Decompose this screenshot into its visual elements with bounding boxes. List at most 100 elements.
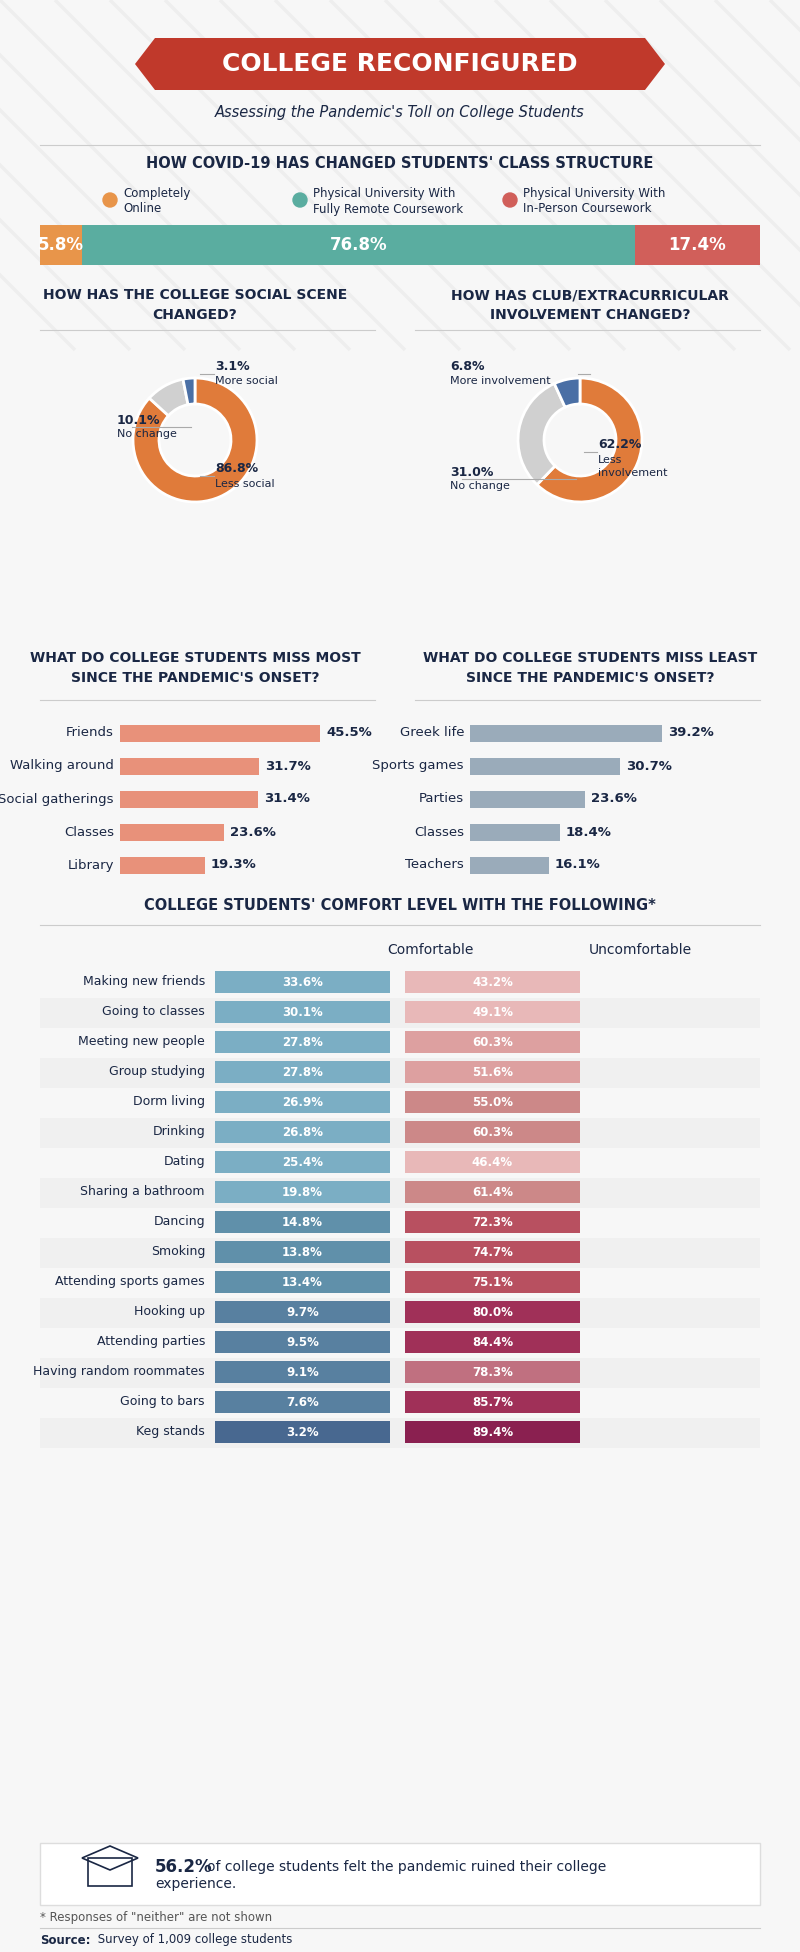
Text: Survey of 1,009 college students: Survey of 1,009 college students <box>94 1934 292 1946</box>
Bar <box>120 791 258 808</box>
Bar <box>405 1331 580 1353</box>
Bar <box>470 857 549 874</box>
Text: experience.: experience. <box>155 1878 236 1891</box>
Text: Teachers: Teachers <box>406 859 464 871</box>
Text: involvement: involvement <box>598 468 667 478</box>
Text: Comfortable: Comfortable <box>387 943 473 956</box>
Text: In-Person Coursework: In-Person Coursework <box>523 203 651 215</box>
Bar <box>40 1238 760 1269</box>
Text: Sharing a bathroom: Sharing a bathroom <box>81 1185 205 1199</box>
Bar <box>120 757 259 775</box>
Text: 16.1%: 16.1% <box>554 859 601 871</box>
Text: Attending parties: Attending parties <box>97 1335 205 1349</box>
Text: 49.1%: 49.1% <box>472 1005 513 1019</box>
Bar <box>405 1091 580 1113</box>
Circle shape <box>503 193 517 207</box>
Text: Less: Less <box>598 455 622 465</box>
Bar <box>405 1421 580 1443</box>
Text: COLLEGE STUDENTS' COMFORT LEVEL WITH THE FOLLOWING*: COLLEGE STUDENTS' COMFORT LEVEL WITH THE… <box>144 898 656 912</box>
Bar <box>215 1392 390 1413</box>
Text: Group studying: Group studying <box>109 1066 205 1079</box>
Text: 43.2%: 43.2% <box>472 976 513 988</box>
Text: Dorm living: Dorm living <box>133 1095 205 1109</box>
Bar <box>40 224 82 265</box>
Text: Physical University With: Physical University With <box>313 187 455 201</box>
Text: 14.8%: 14.8% <box>282 1216 323 1228</box>
Bar <box>215 1001 390 1023</box>
Bar <box>40 1417 760 1448</box>
Text: 46.4%: 46.4% <box>472 1156 513 1169</box>
Text: Classes: Classes <box>64 826 114 839</box>
Wedge shape <box>554 379 580 408</box>
Text: HOW HAS CLUB/EXTRACURRICULAR
INVOLVEMENT CHANGED?: HOW HAS CLUB/EXTRACURRICULAR INVOLVEMENT… <box>451 289 729 322</box>
Bar <box>634 224 760 265</box>
Text: More involvement: More involvement <box>450 377 550 386</box>
Text: 85.7%: 85.7% <box>472 1396 513 1409</box>
Text: 60.3%: 60.3% <box>472 1035 513 1048</box>
Bar <box>405 1062 580 1083</box>
Text: of college students felt the pandemic ruined their college: of college students felt the pandemic ru… <box>207 1860 606 1874</box>
Text: Keg stands: Keg stands <box>136 1425 205 1439</box>
Text: WHAT DO COLLEGE STUDENTS MISS LEAST
SINCE THE PANDEMIC'S ONSET?: WHAT DO COLLEGE STUDENTS MISS LEAST SINC… <box>423 652 757 685</box>
Text: 27.8%: 27.8% <box>282 1035 323 1048</box>
Bar <box>405 1361 580 1384</box>
Text: 5.8%: 5.8% <box>38 236 84 254</box>
Bar <box>405 1001 580 1023</box>
Text: WHAT DO COLLEGE STUDENTS MISS MOST
SINCE THE PANDEMIC'S ONSET?: WHAT DO COLLEGE STUDENTS MISS MOST SINCE… <box>30 652 360 685</box>
Text: Classes: Classes <box>414 826 464 839</box>
Bar <box>215 1300 390 1323</box>
Text: HOW COVID-19 HAS CHANGED STUDENTS' CLASS STRUCTURE: HOW COVID-19 HAS CHANGED STUDENTS' CLASS… <box>146 156 654 170</box>
Text: Parties: Parties <box>419 793 464 806</box>
Bar <box>215 1152 390 1173</box>
Text: 27.8%: 27.8% <box>282 1066 323 1079</box>
Text: 13.4%: 13.4% <box>282 1275 323 1288</box>
Text: 30.7%: 30.7% <box>626 759 672 773</box>
Bar <box>470 824 560 841</box>
Text: Online: Online <box>123 203 162 215</box>
Text: 60.3%: 60.3% <box>472 1126 513 1138</box>
Text: Assessing the Pandemic's Toll on College Students: Assessing the Pandemic's Toll on College… <box>215 105 585 119</box>
Text: 80.0%: 80.0% <box>472 1306 513 1318</box>
Text: 3.1%: 3.1% <box>215 361 250 373</box>
Text: More social: More social <box>215 377 278 386</box>
Text: Library: Library <box>67 859 114 871</box>
Text: 23.6%: 23.6% <box>591 793 638 806</box>
Circle shape <box>103 193 117 207</box>
Bar <box>88 1858 132 1886</box>
Text: 6.8%: 6.8% <box>450 361 485 373</box>
Bar <box>120 857 205 874</box>
Text: 31.7%: 31.7% <box>266 759 311 773</box>
Text: 3.2%: 3.2% <box>286 1425 319 1439</box>
Wedge shape <box>133 379 257 502</box>
Bar <box>470 724 662 742</box>
Bar <box>405 1031 580 1052</box>
Text: 89.4%: 89.4% <box>472 1425 513 1439</box>
Bar <box>40 1177 760 1208</box>
Text: 78.3%: 78.3% <box>472 1366 513 1378</box>
Bar <box>405 1120 580 1144</box>
Text: Going to bars: Going to bars <box>121 1396 205 1409</box>
Text: 13.8%: 13.8% <box>282 1245 323 1259</box>
Text: 62.2%: 62.2% <box>598 439 642 451</box>
Text: 51.6%: 51.6% <box>472 1066 513 1079</box>
Bar <box>215 1181 390 1202</box>
Bar <box>215 1361 390 1384</box>
Text: 18.4%: 18.4% <box>566 826 612 839</box>
Text: Having random roommates: Having random roommates <box>34 1366 205 1378</box>
Bar <box>40 997 760 1029</box>
Text: 26.9%: 26.9% <box>282 1095 323 1109</box>
Text: Meeting new people: Meeting new people <box>78 1035 205 1048</box>
Text: Social gatherings: Social gatherings <box>0 793 114 806</box>
Text: 10.1%: 10.1% <box>117 414 161 426</box>
Text: Greek life: Greek life <box>399 726 464 740</box>
Text: No change: No change <box>450 480 510 492</box>
Text: 17.4%: 17.4% <box>669 236 726 254</box>
Bar <box>215 1241 390 1263</box>
Text: Physical University With: Physical University With <box>523 187 666 201</box>
Bar <box>120 724 320 742</box>
Text: 9.7%: 9.7% <box>286 1306 319 1318</box>
Text: Source:: Source: <box>40 1934 90 1946</box>
Text: 26.8%: 26.8% <box>282 1126 323 1138</box>
Text: 19.8%: 19.8% <box>282 1185 323 1199</box>
Text: Going to classes: Going to classes <box>102 1005 205 1019</box>
